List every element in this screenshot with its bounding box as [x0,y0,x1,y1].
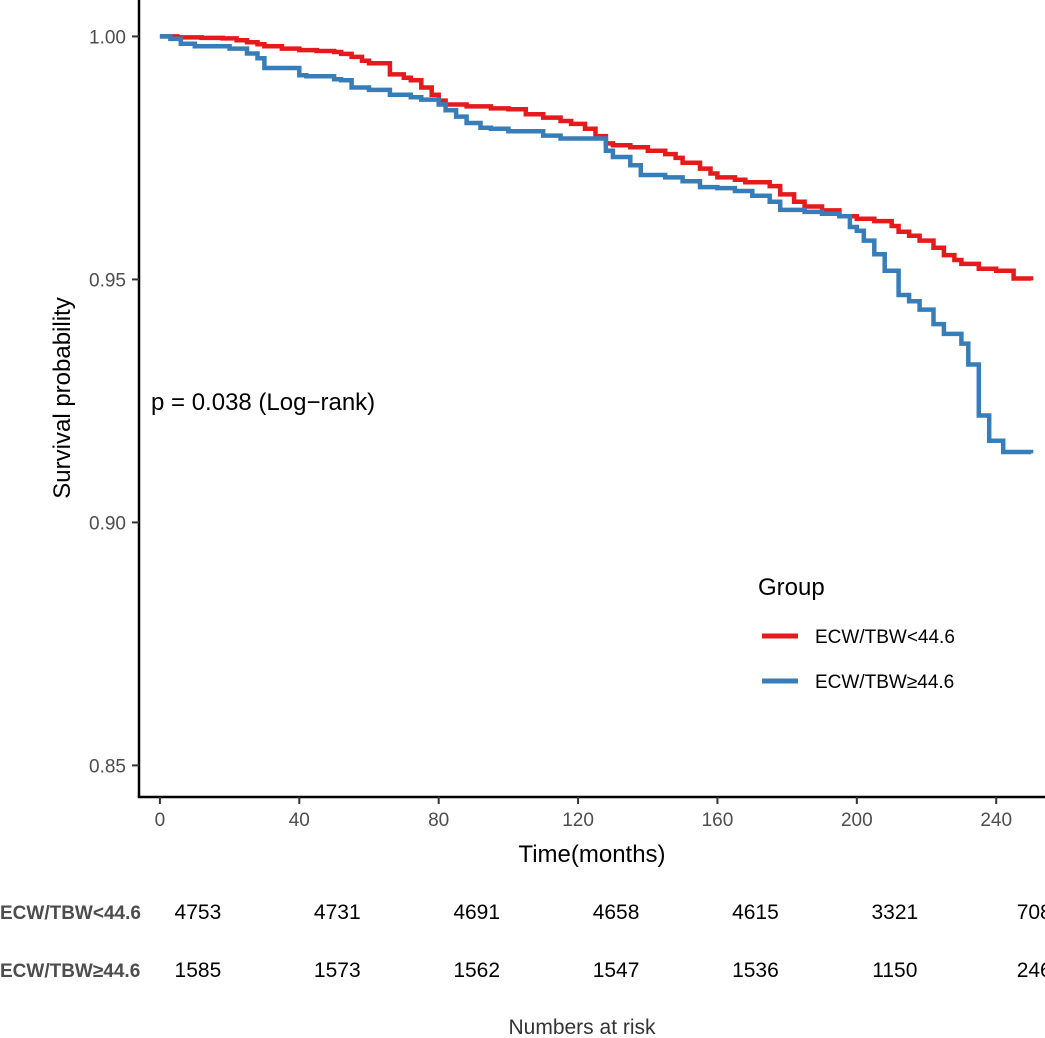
risk-value: 4658 [593,901,640,924]
risk-value: 4753 [175,901,222,924]
risk-value: 1573 [314,959,361,982]
x-axis-title: Time(months) [518,841,665,868]
legend-label-2: ECW/TBW≥44.6 [815,672,954,693]
legend-label-1: ECW/TBW<44.6 [815,627,955,648]
x-tick-label: 200 [841,810,873,831]
y-axis-title: Survival probability [49,297,76,498]
survival-curve-2 [159,34,1034,455]
x-axis-ticks: 0 40 80 120 160 200 240 [155,797,1012,831]
risk-value: 1562 [453,959,500,982]
y-tick-label: 0.90 [89,513,126,534]
risk-value: 1150 [872,959,917,982]
x-tick-label: 80 [428,810,449,831]
risk-table: ECW/TBW<44.6 ECW/TBW≥44.6 4753 4731 4691 46… [0,901,1045,1038]
x-tick-label: 160 [702,810,734,831]
y-tick-label: 0.85 [89,756,126,777]
risk-value: 4691 [453,901,500,924]
risk-row-label-1: ECW/TBW<44.6 [0,903,141,924]
risk-value: 3321 [871,901,918,924]
risk-value: 1585 [175,959,222,982]
risk-value: 4731 [314,901,361,924]
y-tick-label: 1.00 [89,27,126,48]
risk-table-title: Numbers at risk [508,1016,656,1038]
risk-value: 246 [1017,959,1045,982]
x-tick-label: 120 [562,810,594,831]
risk-value: 1547 [593,959,640,982]
risk-value: 4615 [732,901,779,924]
risk-value: 1536 [732,959,779,982]
legend-title: Group [758,574,825,601]
risk-value: 708 [1017,901,1045,924]
x-tick-label: 240 [980,810,1012,831]
plot-panel [159,34,1034,455]
y-tick-label: 0.95 [89,270,126,291]
risk-row-label-2: ECW/TBW≥44.6 [0,961,140,982]
risk-values: 4753 4731 4691 4658 4615 3321 708 1585 1573 1562 1… [175,901,1045,982]
y-axis-ticks: 0.85 0.90 0.95 1.00 [89,27,139,777]
x-tick-label: 0 [155,810,166,831]
x-tick-label: 40 [289,810,310,831]
survival-curve-1 [159,34,1034,281]
p-value-annotation: p = 0.038 (Log−rank) [151,389,375,416]
legend: Group ECW/TBW<44.6 ECW/TBW≥44.6 [758,574,955,693]
